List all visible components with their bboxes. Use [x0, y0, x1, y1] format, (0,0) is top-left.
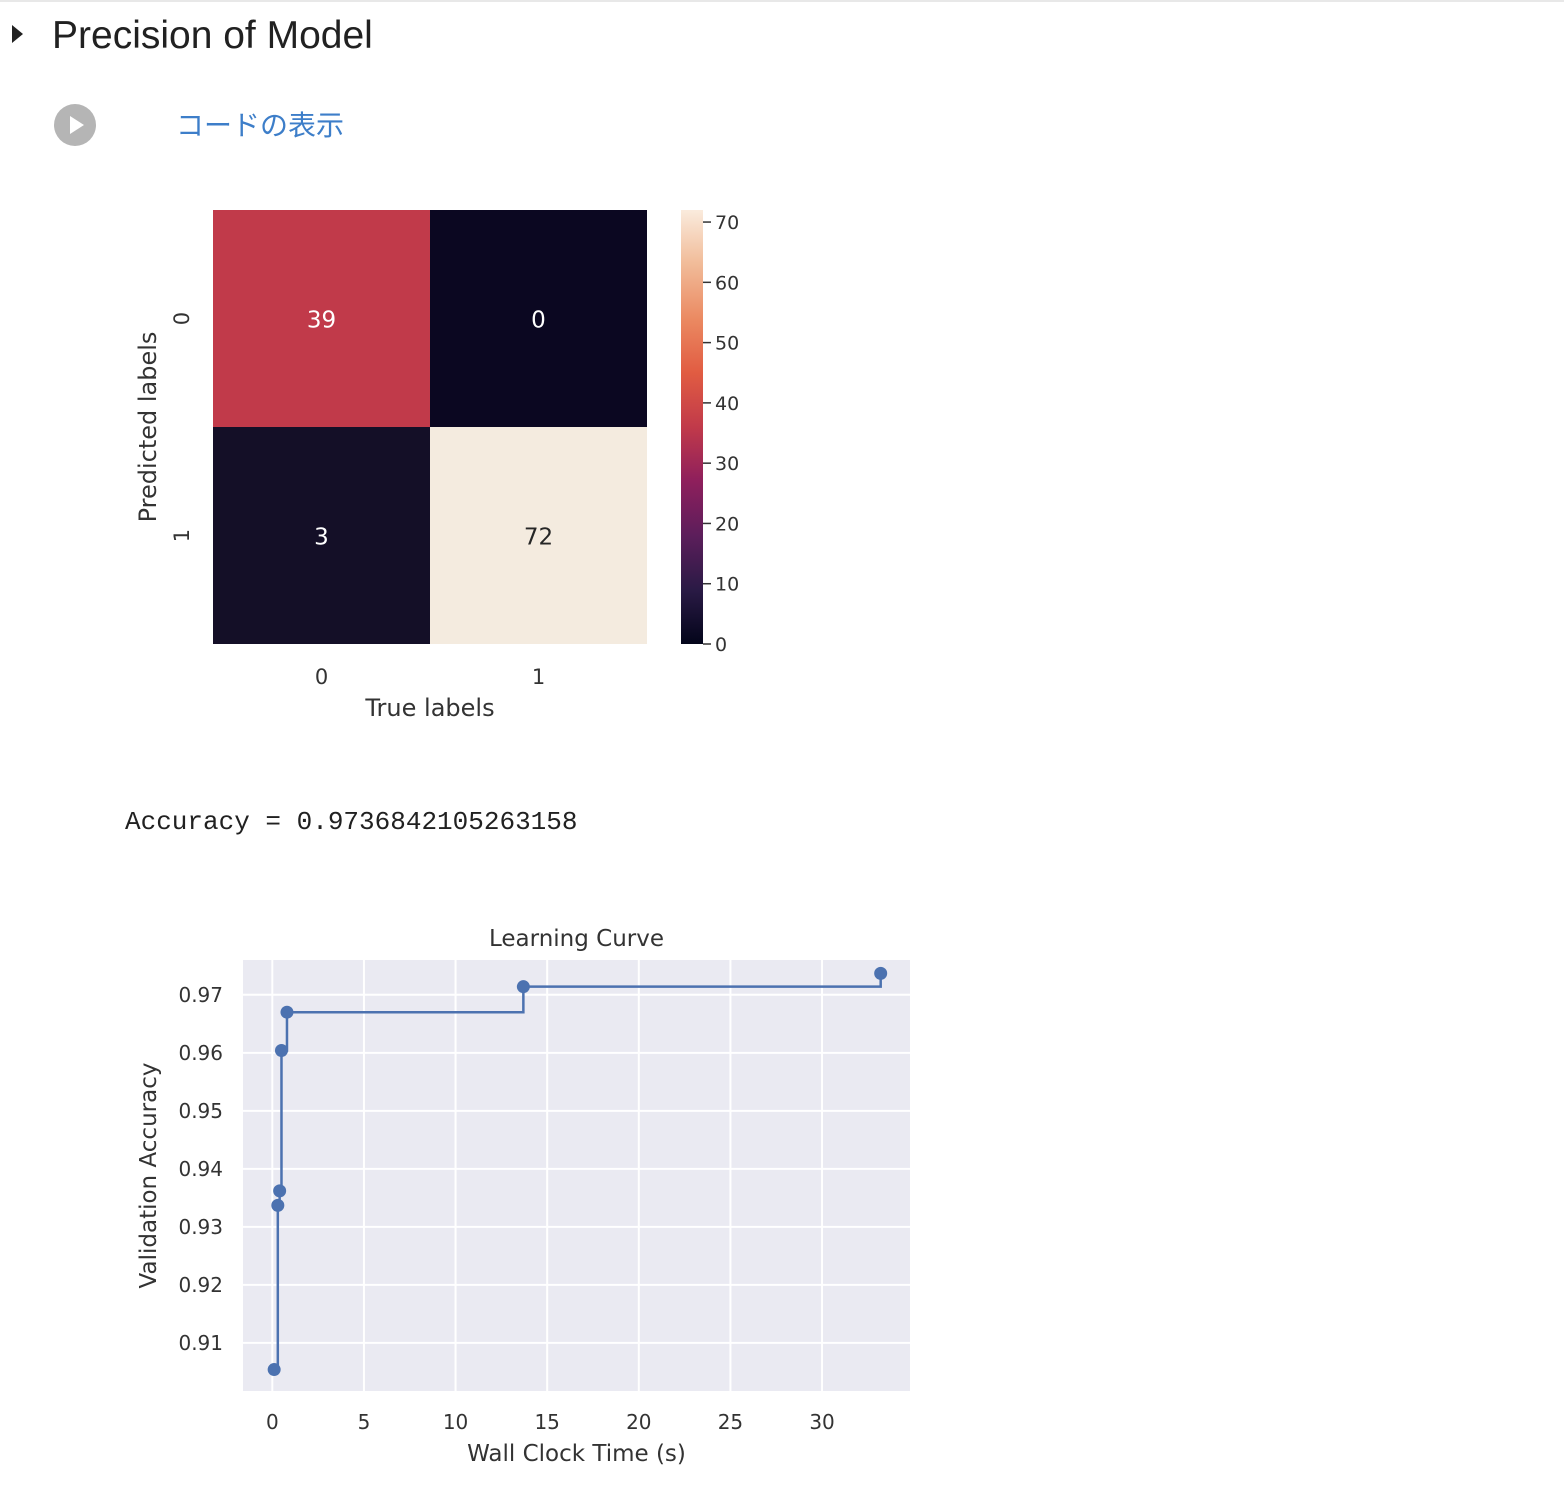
y-tick-label: 0.97 [178, 983, 223, 1007]
x-axis-label: Wall Clock Time (s) [467, 1441, 686, 1467]
y-tick-label: 0.95 [178, 1099, 223, 1123]
colorbar-tick-label: 50 [715, 333, 739, 355]
heatmap-cell-label: 3 [314, 525, 329, 551]
y-tick-label: 0.96 [178, 1041, 223, 1065]
collapse-caret-icon[interactable] [12, 25, 23, 43]
play-icon [70, 116, 84, 134]
data-point [280, 1005, 294, 1019]
data-point [271, 1198, 285, 1212]
top-border [0, 0, 1564, 2]
show-code-link[interactable]: コードの表示 [176, 109, 345, 142]
learning-curve-chart: 0 5 10 15 20 25 30 0.91 0.92 0.93 0.94 0.95 0.96 0.97… [136, 926, 910, 1467]
run-cell-button[interactable] [54, 104, 96, 146]
data-point [874, 966, 888, 980]
x-tick-label: 15 [534, 1410, 559, 1434]
x-axis-label: True labels [364, 694, 494, 722]
x-tick-label: 30 [809, 1410, 834, 1434]
x-tick-label: 5 [358, 1410, 371, 1434]
y-tick-label: 0.93 [178, 1215, 223, 1239]
colorbar [681, 210, 703, 644]
section-title: Precision of Model [52, 14, 373, 57]
data-point [274, 1043, 288, 1057]
heatmap-cell [213, 427, 430, 644]
x-tick-label: 1 [532, 665, 545, 689]
y-tick-label: 0.94 [178, 1157, 223, 1181]
heatmap-cell-label: 0 [531, 308, 546, 334]
colorbar-tick-label: 0 [715, 634, 727, 656]
heatmap-cell-label: 39 [307, 308, 336, 334]
x-tick-label: 0 [266, 1410, 279, 1434]
y-tick-label: 0.92 [178, 1273, 223, 1297]
accuracy-output: Accuracy = 0.9736842105263158 [125, 807, 578, 837]
heatmap-cell [213, 210, 430, 427]
colorbar-tick-label: 10 [715, 574, 739, 596]
y-axis-label: Validation Accuracy [136, 1063, 162, 1289]
heatmap-cell [430, 210, 647, 427]
y-axis-label: Predicted labels [134, 332, 162, 523]
y-tick-label: 1 [170, 529, 194, 542]
data-point [267, 1363, 281, 1377]
chart-title: Learning Curve [489, 926, 664, 952]
y-tick-label: 0.91 [178, 1331, 223, 1355]
x-tick-label: 20 [626, 1410, 651, 1434]
colorbar-tick-label: 40 [715, 393, 739, 415]
colorbar-tick-label: 20 [715, 513, 739, 535]
colorbar-tick-label: 30 [715, 453, 739, 475]
y-tick-label: 0 [170, 312, 194, 325]
heatmap-cell-label: 72 [524, 525, 553, 551]
heatmap-cell [430, 427, 647, 644]
x-tick-label: 10 [443, 1410, 468, 1434]
colorbar-tick-label: 60 [715, 272, 739, 294]
x-tick-label: 25 [718, 1410, 743, 1434]
colorbar-tick-label: 70 [715, 212, 739, 234]
plot-area [243, 960, 910, 1391]
x-tick-label: 0 [315, 665, 328, 689]
data-point [516, 980, 530, 994]
data-point [273, 1184, 287, 1198]
